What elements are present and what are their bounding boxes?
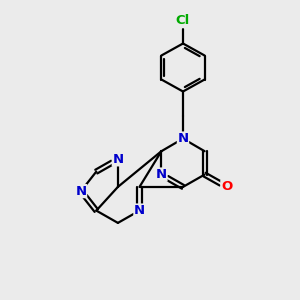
Text: O: O bbox=[221, 180, 232, 194]
Text: N: N bbox=[156, 168, 167, 181]
Text: Cl: Cl bbox=[176, 14, 190, 28]
Text: N: N bbox=[177, 132, 189, 145]
Text: N: N bbox=[75, 184, 87, 198]
Text: N: N bbox=[112, 153, 124, 166]
Text: N: N bbox=[134, 204, 145, 217]
